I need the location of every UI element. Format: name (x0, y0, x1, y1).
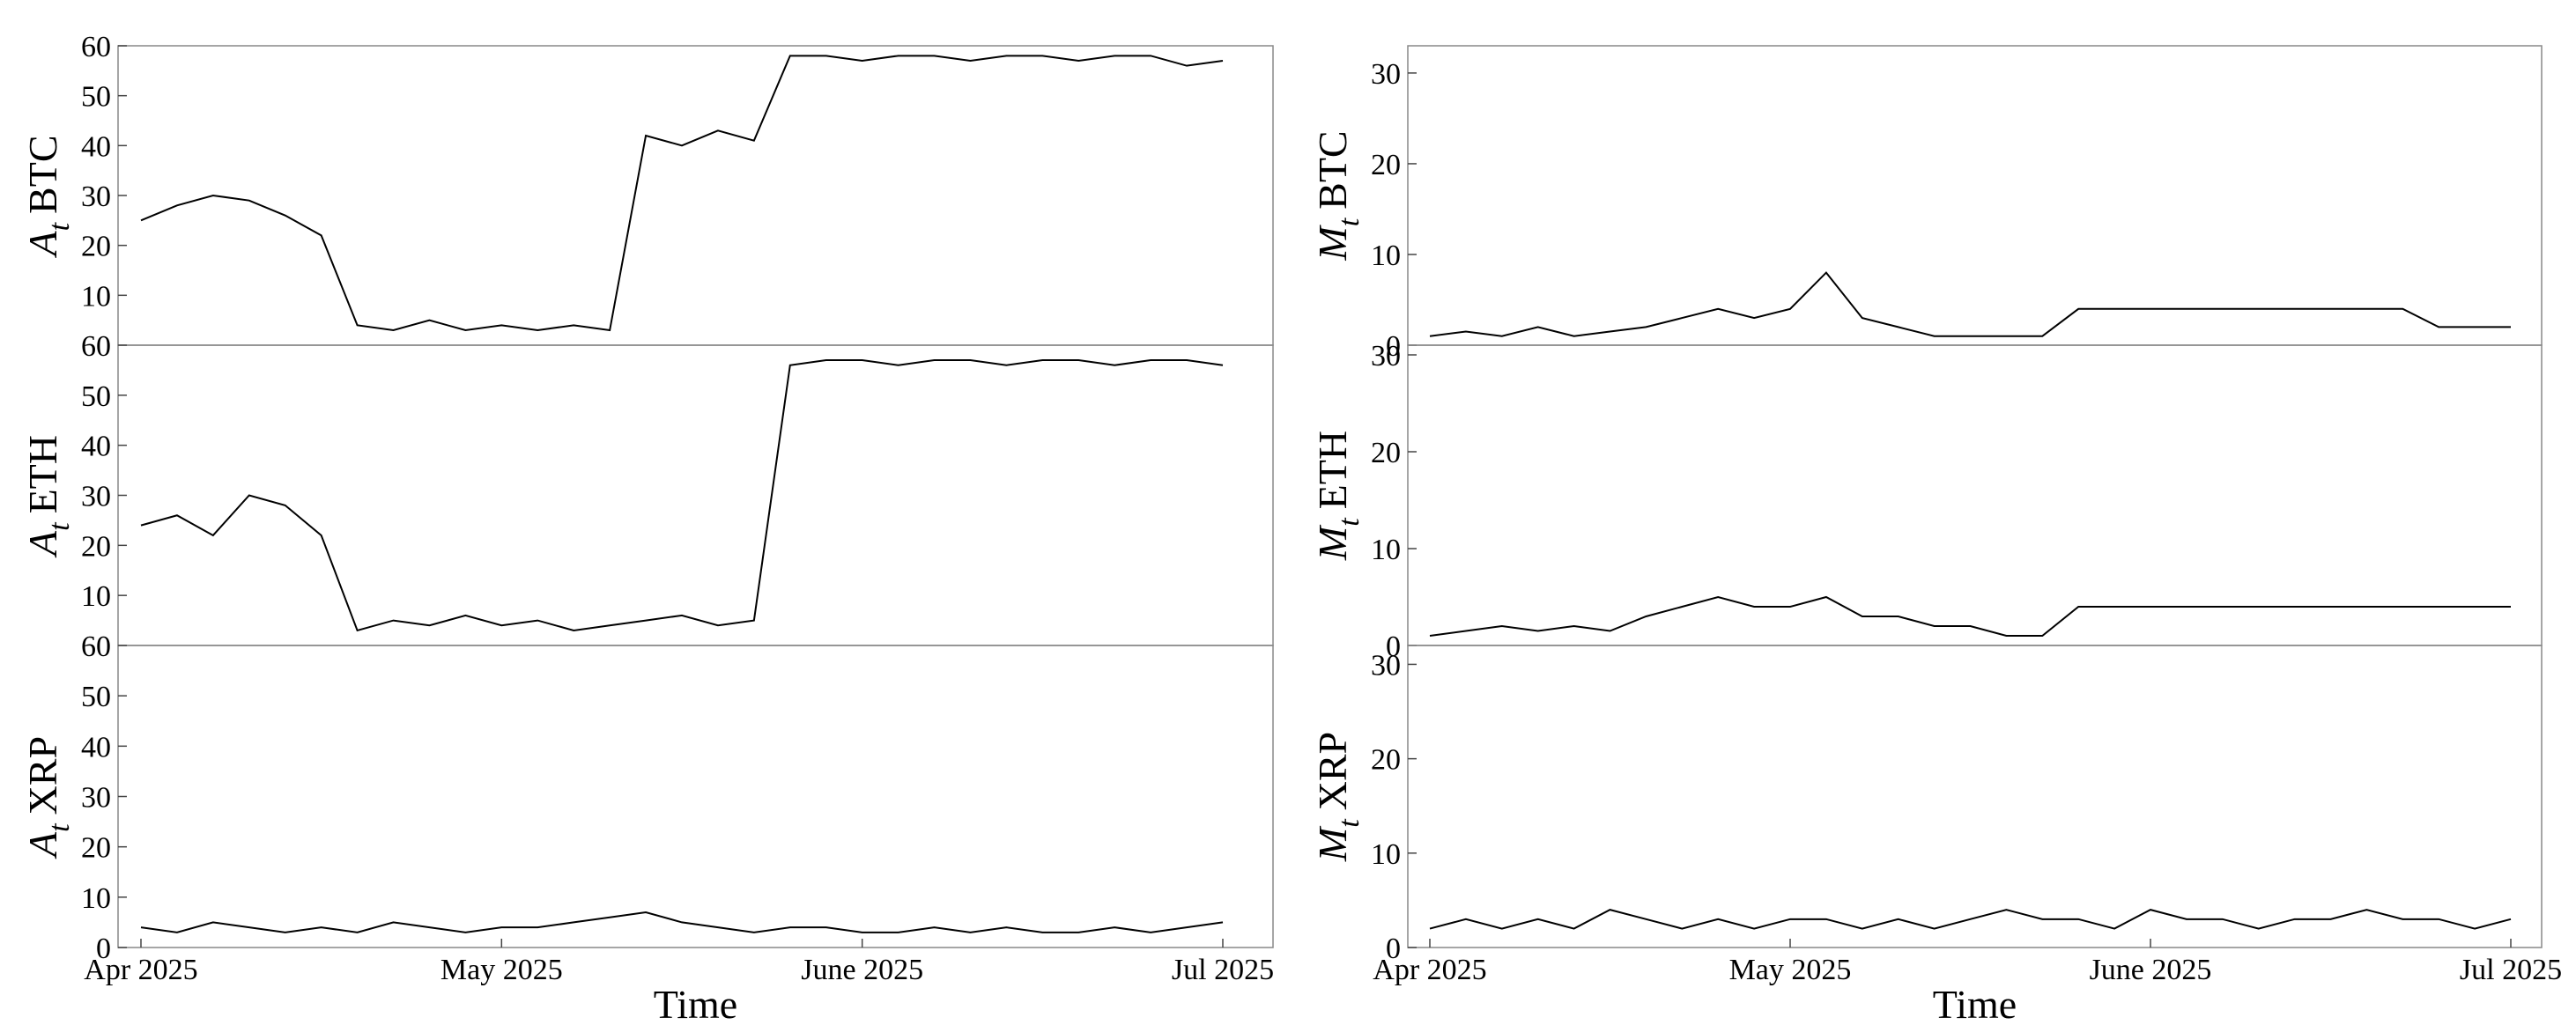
y-label-asset: XRP (20, 736, 65, 815)
y-tick-label: 60 (81, 31, 111, 63)
data-line (1429, 595, 2511, 637)
y-axis-label: Mt BTC (1310, 130, 1366, 261)
y-label-subscript: t (1333, 517, 1366, 527)
data-line (1429, 271, 2511, 337)
plot-frame (1407, 344, 2543, 646)
y-label-symbol: M (1310, 225, 1355, 262)
y-axis-label: At XRP (20, 736, 76, 859)
y-tick-label: 20 (1371, 437, 1401, 469)
x-axis-label: Time (1933, 982, 2017, 1025)
y-tick-label: 0 (1386, 630, 1401, 663)
y-tick-label: 0 (1386, 933, 1401, 965)
plot-frame (1407, 45, 2543, 346)
data-line (140, 359, 1224, 632)
y-tick-label: 60 (81, 330, 111, 363)
y-tick-label: 30 (1371, 340, 1401, 372)
y-tick-label: 50 (81, 81, 111, 114)
y-label-symbol: M (1310, 524, 1355, 561)
y-tick-label: 0 (1386, 330, 1401, 363)
x-tick-label: May 2025 (1729, 954, 1852, 986)
y-label-symbol: M (1310, 825, 1355, 862)
y-tick-label: 10 (81, 580, 111, 613)
y-tick-label: 20 (81, 832, 111, 865)
x-tick-label: May 2025 (440, 954, 563, 986)
y-tick-label: 0 (96, 933, 111, 965)
y-label-symbol: A (20, 831, 65, 859)
y-label-subscript: t (43, 521, 76, 531)
y-label-asset: BTC (20, 135, 65, 213)
y-tick-label: 30 (81, 181, 111, 213)
y-axis-label: Mt ETH (1310, 431, 1366, 561)
y-axis-label: At BTC (20, 135, 76, 258)
y-tick-label: 20 (1371, 744, 1401, 777)
y-label-symbol: A (20, 231, 65, 259)
plot-frame (1407, 645, 2543, 948)
y-tick-label: 20 (81, 231, 111, 263)
y-tick-label: 10 (1371, 838, 1401, 871)
x-tick-label: Apr 2025 (1373, 954, 1486, 986)
plot-frame (117, 45, 1274, 346)
x-tick-label: Jul 2025 (1172, 954, 1274, 986)
y-tick-label: 40 (81, 130, 111, 163)
y-tick-label: 30 (81, 782, 111, 815)
y-tick-label: 40 (81, 731, 111, 763)
y-tick-label: 50 (81, 380, 111, 413)
y-tick-label: 30 (1371, 58, 1401, 91)
y-tick-label: 10 (81, 280, 111, 313)
y-axis-label: At ETH (20, 435, 76, 558)
y-tick-label: 20 (1371, 149, 1401, 181)
y-tick-label: 40 (81, 431, 111, 463)
plot-frame (117, 344, 1274, 646)
x-tick-label: June 2025 (801, 954, 923, 986)
y-label-symbol: A (20, 530, 65, 558)
data-line (1429, 909, 2512, 930)
y-label-subscript: t (43, 822, 76, 832)
y-label-subscript: t (43, 221, 76, 231)
y-axis-label: Mt XRP (1310, 732, 1366, 862)
y-label-asset: ETH (1310, 431, 1355, 509)
plot-frame (117, 645, 1274, 948)
y-label-asset: XRP (1310, 732, 1355, 810)
y-tick-label: 20 (81, 530, 111, 563)
y-tick-label: 10 (81, 882, 111, 915)
y-label-asset: BTC (1310, 130, 1355, 209)
data-line (140, 55, 1224, 332)
x-tick-label: Jul 2025 (2460, 954, 2562, 986)
data-line (140, 911, 1224, 933)
y-label-subscript: t (1333, 217, 1366, 226)
y-label-subscript: t (1333, 818, 1366, 828)
y-tick-label: 60 (81, 630, 111, 663)
x-axis-label: Time (654, 982, 737, 1025)
y-label-asset: ETH (20, 435, 65, 513)
y-tick-label: 50 (81, 681, 111, 713)
x-tick-label: June 2025 (2090, 954, 2212, 986)
y-tick-label: 30 (1371, 649, 1401, 682)
y-tick-label: 30 (81, 481, 111, 513)
y-tick-label: 10 (1371, 240, 1401, 272)
x-tick-label: Apr 2025 (84, 954, 197, 986)
y-tick-label: 10 (1371, 534, 1401, 566)
